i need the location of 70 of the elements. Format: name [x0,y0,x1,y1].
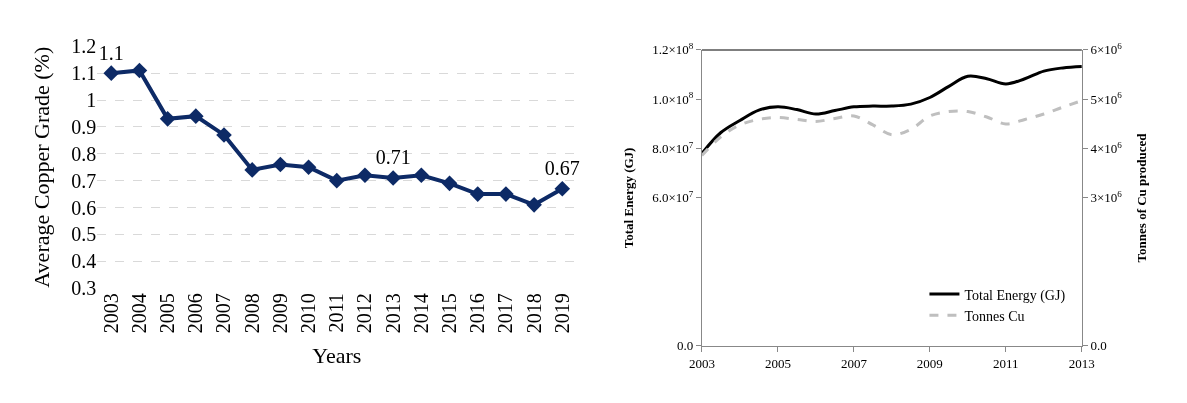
point [159,111,176,127]
point [216,127,232,143]
x-tick-label: 2003 [688,355,715,371]
data-label: 1.1 [98,41,124,64]
y-tick-label: 0.7 [71,169,97,192]
y-tick-label: 0.0 [677,338,694,354]
x-axis-title: Years [312,343,362,369]
x-tick-label: 2004 [127,293,150,334]
x-tick-label: 2011 [993,355,1019,371]
y-tick-label: 0.6 [71,196,97,219]
legend-label: Tonnes Cu [964,308,1025,324]
y-tick-label: 0.5 [71,223,97,246]
line-series [701,64,1082,155]
y-tick-label: 0.9 [71,115,97,138]
point [188,108,204,124]
y-tick-label: 0.3 [71,277,97,300]
point [244,162,260,178]
y-axis-title: Total Energy (GJ) [621,147,637,249]
x-tick-label: 2007 [212,293,235,334]
x-tick-label: 2013 [1068,355,1095,371]
legend-label: Total Energy (GJ) [964,287,1066,304]
x-tick-label: 2006 [184,293,207,334]
point [441,175,458,192]
y2-tick-label: 3×10$^{6}$ [1090,188,1123,206]
x-tick-label: 2013 [381,293,404,334]
x-tick-label: 2018 [522,293,545,334]
y-tick-label: 0.4 [71,250,97,273]
y-tick-label: 1 [86,89,97,112]
y-tick-label: 0.8 [71,142,97,165]
point [498,186,514,202]
point [385,170,401,186]
data-label: 0.67 [544,157,580,180]
y-tick-label: 1.1 [71,62,97,85]
y2-tick-label: 0.0 [1090,338,1107,354]
point [272,156,289,173]
point [554,180,571,197]
y-tick-label: 1.0×10$^{8}$ [652,90,694,107]
point [328,172,345,189]
y-tick-label: 6.0×10$^{7}$ [652,188,694,206]
y-tick-label: 1.2×10$^{8}$ [652,40,694,58]
y2-tick-label: 4×10$^{6}$ [1090,139,1123,157]
x-tick-label: 2015 [438,293,461,334]
x-tick-label: 2010 [297,293,320,334]
y-axis-title: Average Copper Grade (%) [28,46,54,288]
point [526,197,542,213]
y2-tick-label: 5×10$^{6}$ [1090,90,1123,107]
x-tick-label: 2014 [409,293,432,334]
y2-tick-label: 6×10$^{6}$ [1090,40,1123,58]
x-tick-label: 2005 [764,355,791,371]
x-tick-label: 2012 [353,293,376,334]
x-tick-label: 2007 [840,355,868,371]
point [357,167,373,184]
x-tick-label: 2003 [99,293,122,334]
x-tick-label: 2008 [240,293,263,334]
x-tick-label: 2005 [156,293,179,334]
y-tick-label: 1.2 [71,35,97,58]
point [469,186,486,202]
y2-axis-title: Tonnes of Cu produced [1133,132,1149,263]
point [300,159,317,176]
point [413,167,430,184]
x-tick-label: 2016 [466,293,489,334]
x-tick-label: 2009 [916,355,943,371]
y-tick-label: 8.0×10$^{7}$ [652,139,694,157]
x-tick-label: 2019 [550,293,573,334]
x-tick-label: 2009 [268,293,291,334]
x-tick-label: 2011 [325,293,348,333]
point [103,65,120,81]
point [131,62,148,79]
x-tick-label: 2017 [494,293,517,334]
data-label: 0.71 [375,146,411,169]
